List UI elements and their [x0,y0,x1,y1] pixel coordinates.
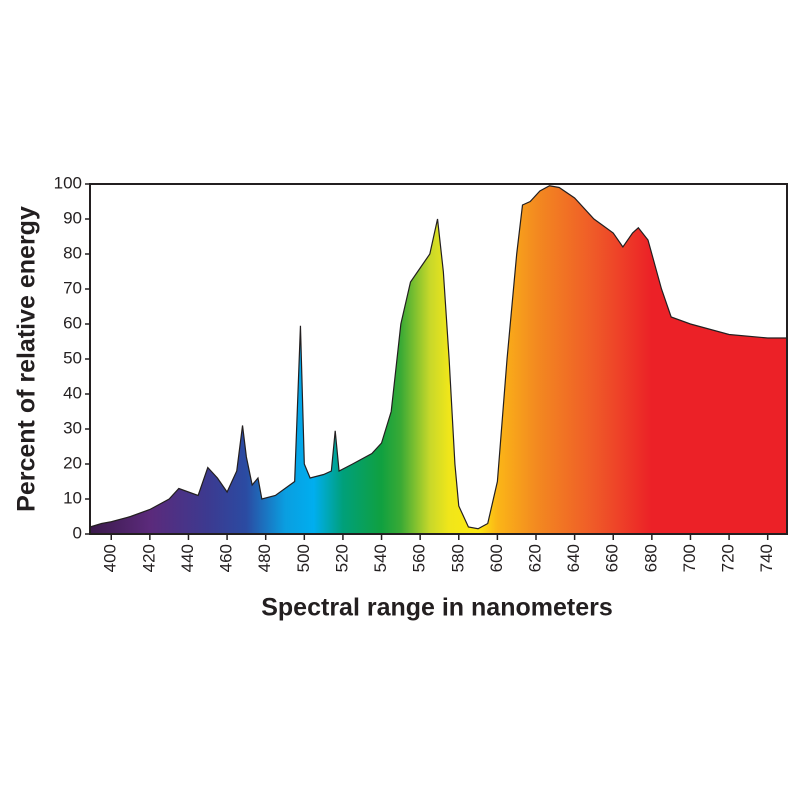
x-tick-label: 580 [448,544,467,572]
y-tick-label: 90 [63,208,82,227]
y-tick-label: 80 [63,243,82,262]
y-tick-label: 60 [63,313,82,332]
x-tick-label: 480 [255,544,274,572]
x-axis-title: Spectral range in nanometers [261,594,613,622]
y-tick-label: 50 [63,348,82,367]
spectrum-area [90,185,787,534]
y-tick-label: 20 [63,453,82,472]
y-tick-label: 10 [63,488,82,507]
x-tick-label: 420 [139,544,158,572]
x-tick-label: 500 [294,544,313,572]
x-tick-label: 600 [487,544,506,572]
x-tick-label: 700 [680,544,699,572]
x-tick-label: 520 [332,544,351,572]
x-tick-label: 440 [178,544,197,572]
y-tick-label: 100 [54,173,82,192]
x-tick-label: 660 [603,544,622,572]
x-tick-label: 620 [525,544,544,572]
spectrum-line [89,185,787,530]
x-tick-label: 400 [101,544,120,572]
x-tick-label: 460 [217,544,236,572]
x-tick-label: 680 [641,544,660,572]
y-axis-title: Percent of relative energy [13,206,41,512]
x-tick-label: 640 [564,544,583,572]
x-tick-label: 540 [371,544,390,572]
x-tick-label: 740 [757,544,776,572]
y-tick-label: 0 [73,523,82,542]
x-tick-label: 560 [410,544,429,572]
y-tick-label: 30 [63,418,82,437]
y-tick-label: 40 [63,383,82,402]
y-tick-label: 70 [63,278,82,297]
x-tick-label: 720 [719,544,738,572]
